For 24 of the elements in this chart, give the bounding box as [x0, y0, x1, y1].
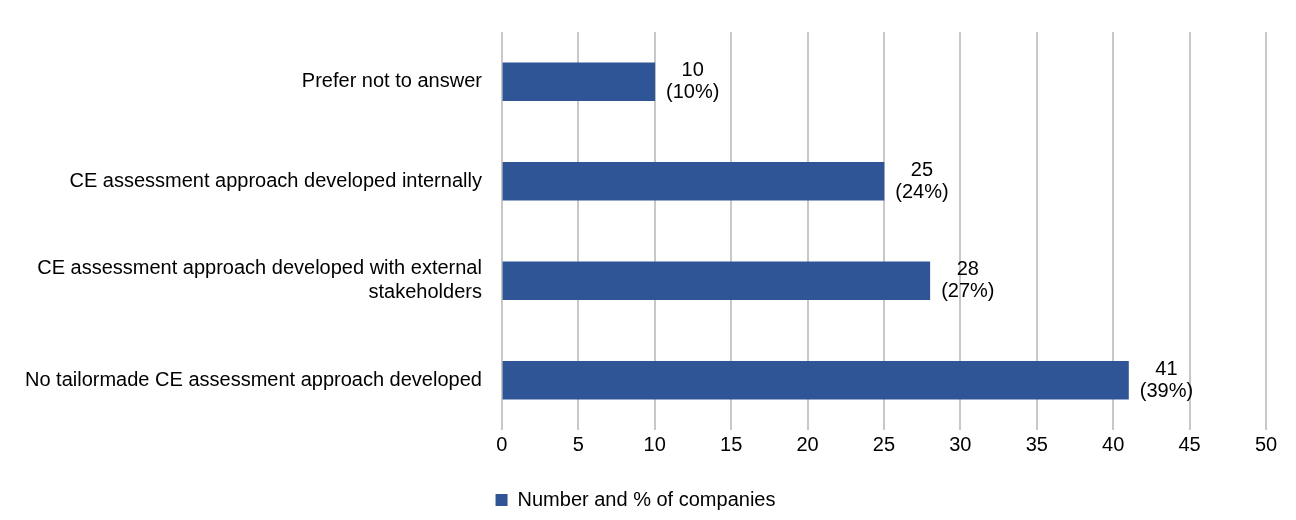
x-tick-label: 15	[720, 432, 743, 455]
bar	[502, 261, 931, 301]
data-label: 10 (10%)	[666, 58, 720, 103]
y-tick-label: CE assessment approach developed with external stakeholders	[37, 256, 482, 303]
x-tick-label: 0	[496, 432, 508, 455]
y-tick-label: Prefer not to answer	[301, 69, 483, 92]
data-label: 25 (24%)	[895, 157, 949, 202]
data-label: 28 (27%)	[941, 257, 995, 302]
x-tick-label: 50	[1254, 432, 1278, 455]
x-tick-label: 30	[949, 432, 972, 455]
y-tick-label: CE assessment approach developed internally	[69, 168, 482, 191]
bar	[502, 161, 885, 201]
x-tick-label: 40	[1102, 432, 1125, 455]
bar	[502, 360, 1129, 400]
y-tick-label: No tailormade CE assessment approach developed	[24, 367, 482, 390]
x-tick-label: 25	[872, 432, 896, 455]
x-tick-label: 10	[643, 432, 666, 455]
x-tick-label: 20	[796, 432, 819, 455]
x-tick-label: 5	[572, 432, 584, 455]
x-tick-label: 45	[1178, 432, 1201, 455]
x-tick-label: 35	[1025, 432, 1048, 455]
data-label: 41 (39%)	[1139, 356, 1194, 401]
bar	[502, 62, 656, 102]
legend-label: Number and % of companies	[517, 487, 776, 510]
